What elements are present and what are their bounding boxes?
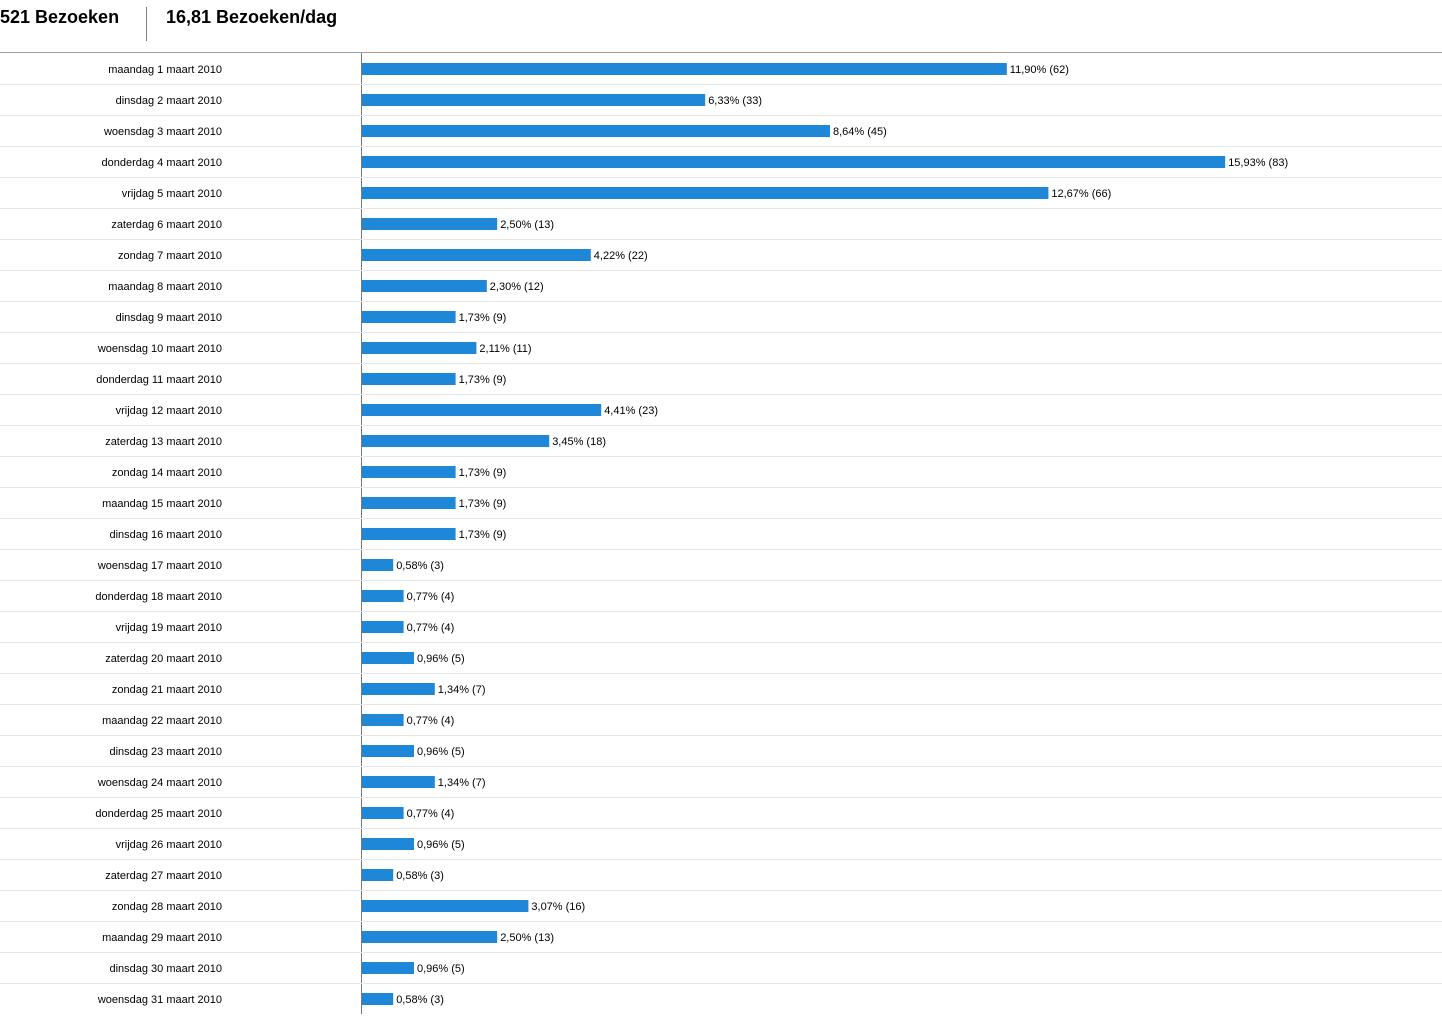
header-rule xyxy=(0,52,1442,53)
bar xyxy=(362,962,414,974)
data-label: 0,96% (5) xyxy=(417,839,465,851)
bar xyxy=(362,683,435,695)
data-label: 0,77% (4) xyxy=(407,591,455,603)
bar xyxy=(362,869,394,881)
data-label: 0,77% (4) xyxy=(407,622,455,634)
category-label: zondag 21 maart 2010 xyxy=(112,684,222,696)
category-label: dinsdag 9 maart 2010 xyxy=(116,312,222,324)
bar xyxy=(362,63,1007,75)
data-label: 0,77% (4) xyxy=(407,808,455,820)
category-label: dinsdag 30 maart 2010 xyxy=(109,963,222,975)
category-label: woensdag 17 maart 2010 xyxy=(97,560,222,572)
data-label: 0,77% (4) xyxy=(407,715,455,727)
data-label: 1,73% (9) xyxy=(459,312,507,324)
data-label: 0,58% (3) xyxy=(396,994,444,1006)
category-label: zondag 14 maart 2010 xyxy=(112,467,222,479)
data-label: 4,41% (23) xyxy=(604,405,658,417)
bar xyxy=(362,404,602,416)
data-label: 2,30% (12) xyxy=(490,281,544,293)
category-label: woensdag 10 maart 2010 xyxy=(97,343,222,355)
bar xyxy=(362,187,1049,199)
category-label: vrijdag 12 maart 2010 xyxy=(116,405,222,417)
bar xyxy=(362,714,404,726)
category-label: dinsdag 2 maart 2010 xyxy=(116,95,222,107)
category-label: zaterdag 20 maart 2010 xyxy=(105,653,222,665)
data-label: 1,73% (9) xyxy=(459,374,507,386)
data-label: 0,58% (3) xyxy=(396,870,444,882)
category-label: donderdag 25 maart 2010 xyxy=(95,808,222,820)
bar xyxy=(362,528,456,540)
category-label: maandag 1 maart 2010 xyxy=(108,64,222,76)
data-label: 1,34% (7) xyxy=(438,777,486,789)
data-label: 4,22% (22) xyxy=(594,250,648,262)
visits-bar-chart: maandag 1 maart 2010 11,90% (62) dinsdag 2… xyxy=(0,53,1442,1014)
bar xyxy=(362,559,394,571)
category-label: zaterdag 6 maart 2010 xyxy=(111,219,222,231)
category-label: donderdag 11 maart 2010 xyxy=(96,374,222,386)
data-label: 15,93% (83) xyxy=(1228,157,1288,169)
bar xyxy=(362,125,830,137)
data-label: 0,58% (3) xyxy=(396,560,444,572)
data-label: 1,73% (9) xyxy=(459,467,507,479)
total-visits: 521 Bezoeken xyxy=(0,7,120,27)
data-label: 3,45% (18) xyxy=(552,436,606,448)
category-label: maandag 29 maart 2010 xyxy=(102,932,222,944)
data-label: 8,64% (45) xyxy=(833,126,887,138)
bar xyxy=(362,311,456,323)
bar xyxy=(362,497,456,509)
category-label: zaterdag 27 maart 2010 xyxy=(105,870,222,882)
category-label: zondag 7 maart 2010 xyxy=(118,250,222,262)
bar xyxy=(362,652,414,664)
data-label: 1,73% (9) xyxy=(459,529,507,541)
bar xyxy=(362,590,404,602)
data-label: 1,73% (9) xyxy=(459,498,507,510)
data-label: 12,67% (66) xyxy=(1051,188,1111,200)
bar xyxy=(362,621,404,633)
category-label: woensdag 31 maart 2010 xyxy=(97,994,222,1006)
bar xyxy=(362,931,498,943)
data-label: 6,33% (33) xyxy=(708,95,762,107)
category-label: vrijdag 26 maart 2010 xyxy=(116,839,222,851)
category-label: woensdag 24 maart 2010 xyxy=(97,777,222,789)
bar xyxy=(362,94,706,106)
data-label: 11,90% (62) xyxy=(1010,64,1069,76)
bar xyxy=(362,807,404,819)
category-label: dinsdag 16 maart 2010 xyxy=(109,529,222,541)
bar xyxy=(362,373,456,385)
data-label: 2,50% (13) xyxy=(500,219,554,231)
bar xyxy=(362,249,591,261)
bar xyxy=(362,156,1226,168)
data-label: 3,07% (16) xyxy=(531,901,585,913)
category-label: donderdag 4 maart 2010 xyxy=(102,157,222,169)
data-label: 0,96% (5) xyxy=(417,963,465,975)
bar xyxy=(362,342,477,354)
bar xyxy=(362,218,498,230)
bar xyxy=(362,838,414,850)
data-label: 0,96% (5) xyxy=(417,653,465,665)
category-label: zondag 28 maart 2010 xyxy=(112,901,222,913)
bar xyxy=(362,900,529,912)
bar xyxy=(362,745,414,757)
category-label: zaterdag 13 maart 2010 xyxy=(105,436,222,448)
summary-header: 521 Bezoeken 16,81 Bezoeken/dag xyxy=(0,0,1442,52)
data-label: 2,50% (13) xyxy=(500,932,554,944)
bar xyxy=(362,776,435,788)
category-label: maandag 15 maart 2010 xyxy=(102,498,222,510)
category-label: dinsdag 23 maart 2010 xyxy=(109,746,222,758)
bar xyxy=(362,435,550,447)
category-label: vrijdag 19 maart 2010 xyxy=(116,622,222,634)
category-label: maandag 22 maart 2010 xyxy=(102,715,222,727)
data-label: 2,11% (11) xyxy=(479,343,531,355)
stat-divider xyxy=(146,7,147,41)
data-label: 0,96% (5) xyxy=(417,746,465,758)
bar xyxy=(362,280,487,292)
category-label: donderdag 18 maart 2010 xyxy=(95,591,222,603)
category-label: vrijdag 5 maart 2010 xyxy=(122,188,222,200)
visits-per-day: 16,81 Bezoeken/dag xyxy=(166,7,338,27)
bar xyxy=(362,466,456,478)
data-label: 1,34% (7) xyxy=(438,684,486,696)
category-label: maandag 8 maart 2010 xyxy=(108,281,222,293)
bar xyxy=(362,993,394,1005)
category-label: woensdag 3 maart 2010 xyxy=(103,126,222,138)
